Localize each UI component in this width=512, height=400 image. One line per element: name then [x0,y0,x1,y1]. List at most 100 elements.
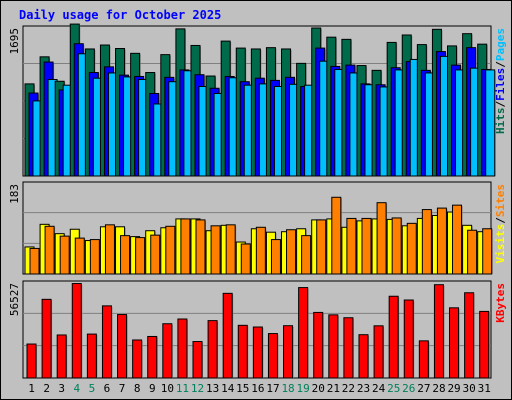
x-tick-label-day-20: 20 [312,382,325,395]
bar-sites-day-20 [316,219,327,275]
legend-item-kbytes: KBytes [494,283,507,323]
bar-sites-day-3 [59,235,70,275]
legend-separator: / [494,61,507,68]
legend-item-pages: Pages [494,28,507,61]
bar-kbytes-day-6 [101,305,112,379]
bar-kbytes-day-24 [373,325,384,379]
bar-kbytes-day-13 [207,320,218,379]
x-tick-label-day-27: 27 [417,382,430,395]
bar-kbytes-day-20 [313,311,324,379]
x-tick-label-day-22: 22 [342,382,355,395]
bar-sites-day-12 [195,219,206,275]
y-max-label-bottom: 56527 [8,283,21,316]
bar-kbytes-day-5 [86,333,97,379]
bar-sites-day-1 [29,247,40,275]
bar-sites-day-5 [89,239,100,275]
bar-kbytes-day-29 [449,307,460,379]
bar-kbytes-day-4 [71,283,82,379]
x-tick-label-day-12: 12 [191,382,204,395]
bar-sites-day-23 [361,217,372,275]
x-tick-label-day-21: 21 [327,382,340,395]
bar-sites-day-24 [376,202,387,275]
legend-mid: Visits/Sites [494,184,507,264]
panel-bottom: 56527 KBytes [8,280,507,379]
panel-mid: 183 Visits/Sites [8,181,507,275]
bar-kbytes-day-21 [328,314,339,379]
bar-sites-day-31 [482,228,493,275]
x-tick-label-day-6: 6 [104,382,111,395]
legend-item-hits: Hits [494,108,507,135]
bar-sites-day-21 [331,196,342,275]
bar-kbytes-day-27 [418,340,429,379]
bar-pages-day-31 [485,69,496,177]
bar-sites-day-11 [180,218,191,275]
x-tick-label-day-11: 11 [176,382,189,395]
x-tick-label-day-26: 26 [402,382,415,395]
bar-sites-day-10 [165,225,176,275]
bar-sites-day-2 [44,225,55,275]
bar-sites-day-27 [421,209,432,275]
bar-sites-day-19 [301,235,312,275]
legend-separator: / [494,101,507,108]
bar-kbytes-day-1 [26,343,37,379]
x-tick-label-day-2: 2 [43,382,50,395]
bar-sites-day-13 [210,225,221,275]
bar-kbytes-day-7 [117,314,128,379]
bar-kbytes-day-2 [41,298,52,379]
x-tick-label-day-7: 7 [119,382,126,395]
bar-sites-day-16 [255,226,266,275]
x-tick-label-day-5: 5 [89,382,96,395]
legend-item-visits: Visits [494,224,507,264]
x-tick-label-day-13: 13 [206,382,219,395]
x-tick-label-day-18: 18 [281,382,294,395]
bar-kbytes-day-9 [147,335,158,379]
bar-kbytes-day-16 [252,326,263,379]
x-tick-label-day-15: 15 [236,382,249,395]
bar-sites-day-29 [452,204,463,275]
x-tick-label-day-25: 25 [387,382,400,395]
bar-kbytes-day-26 [403,299,414,379]
bar-sites-day-9 [150,234,161,275]
bar-kbytes-day-28 [433,284,444,379]
bar-sites-day-25 [391,217,402,275]
x-tick-label-day-30: 30 [463,382,476,395]
x-tick-label-day-3: 3 [58,382,65,395]
y-max-label-mid: 183 [8,184,21,204]
bar-sites-day-14 [225,224,236,275]
bar-kbytes-day-19 [298,287,309,379]
bar-sites-day-18 [286,229,297,275]
bar-kbytes-day-31 [479,310,490,379]
x-tick-label-day-8: 8 [134,382,141,395]
bar-sites-day-7 [120,235,131,275]
x-tick-label-day-10: 10 [161,382,174,395]
bar-kbytes-day-10 [162,323,173,379]
chart-title: Daily usage for October 2025 [19,8,221,22]
bar-kbytes-day-11 [177,318,188,379]
legend-item-files: Files [494,68,507,101]
bar-sites-day-4 [74,237,85,275]
legend-bottom: KBytes [494,283,507,323]
x-tick-label-day-1: 1 [28,382,35,395]
y-max-label-top: 1695 [8,28,21,55]
bar-sites-day-22 [346,217,357,275]
bar-sites-day-26 [406,222,417,275]
bar-kbytes-day-30 [464,292,475,379]
bar-sites-day-30 [467,229,478,275]
bar-sites-day-15 [240,243,251,275]
legend-item-sites: Sites [494,184,507,217]
x-tick-label-day-17: 17 [266,382,279,395]
bar-sites-day-8 [135,237,146,275]
x-tick-label-day-19: 19 [297,382,310,395]
x-tick-label-day-31: 31 [478,382,491,395]
x-tick-label-day-28: 28 [432,382,445,395]
bar-sites-day-6 [104,224,115,275]
x-tick-label-day-14: 14 [221,382,235,395]
x-tick-label-day-16: 16 [251,382,264,395]
x-tick-label-day-9: 9 [149,382,156,395]
x-tick-label-day-4: 4 [74,382,81,395]
bar-kbytes-day-18 [283,325,294,379]
bar-kbytes-day-3 [56,334,67,379]
bar-kbytes-day-22 [343,317,354,379]
